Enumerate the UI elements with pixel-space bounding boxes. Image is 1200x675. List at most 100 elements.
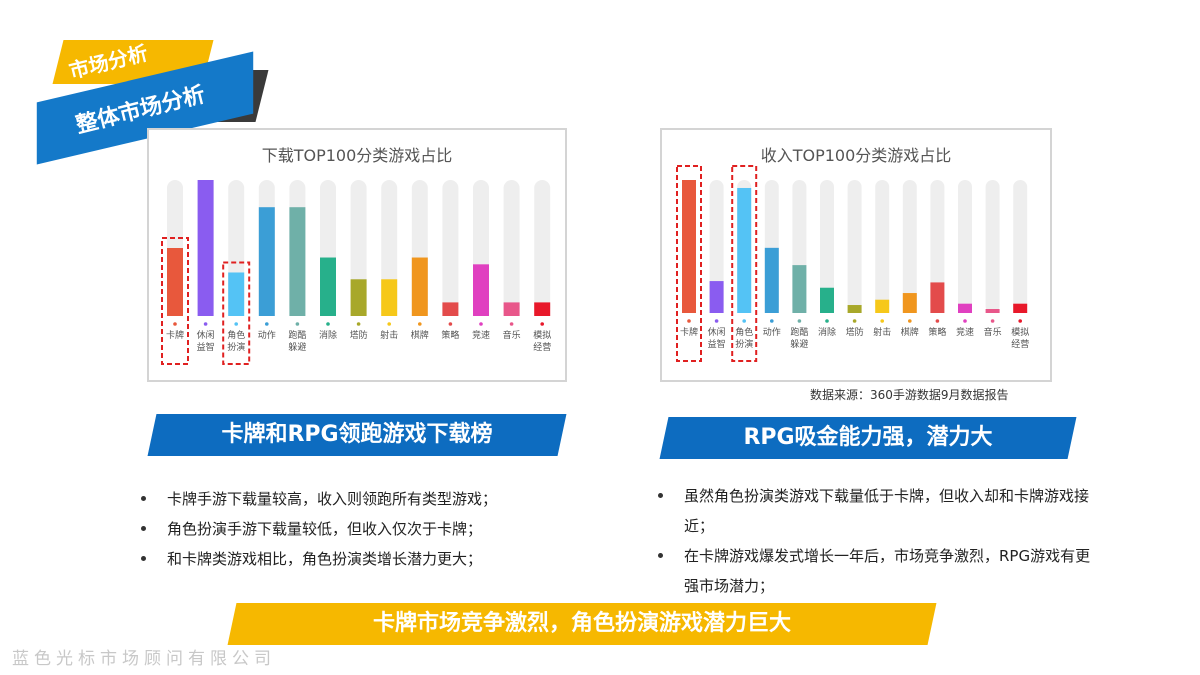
- bar-消除: [820, 287, 834, 313]
- legend-dot: [326, 322, 330, 326]
- bar-消除: [320, 257, 336, 316]
- bar-track: [902, 180, 917, 313]
- highlight-box: [222, 261, 251, 365]
- tick-label: 跑酷: [790, 326, 808, 338]
- bar-track: [534, 180, 551, 316]
- tick-label: 休闲: [708, 326, 726, 338]
- bar-射击: [381, 279, 398, 316]
- bar-棋牌: [411, 257, 428, 316]
- bar-射击: [875, 299, 890, 313]
- left-bullet-list: 卡牌手游下载量较高，收入则领跑所有类型游戏； 角色扮演手游下载量较低，但收入仅次…: [135, 484, 595, 574]
- tick-label: 音乐: [984, 326, 1002, 338]
- tick-label: 角色: [735, 326, 753, 338]
- bar-track: [930, 180, 945, 313]
- bar-动作: [258, 207, 275, 316]
- legend-dot: [990, 319, 995, 323]
- legend-dot: [825, 319, 829, 323]
- legend-dot: [173, 322, 177, 326]
- legend-dot: [448, 322, 453, 326]
- bar-模拟经营: [534, 302, 551, 316]
- bar-track: [875, 180, 890, 313]
- bar-塔防: [350, 279, 367, 316]
- tick-label: 策略: [441, 329, 459, 341]
- legend-dot: [265, 322, 269, 326]
- bar-track: [709, 180, 724, 313]
- tick-label: 动作: [258, 329, 276, 341]
- bar-track: [820, 180, 834, 313]
- bar-动作: [764, 247, 779, 313]
- bar-跑酷躲避: [792, 265, 807, 313]
- legend-dot: [418, 322, 422, 326]
- tick-label: 音乐: [503, 329, 521, 341]
- tick-label: 策略: [928, 326, 946, 338]
- tick-label: 模拟: [1011, 326, 1029, 338]
- tick-label: 经营: [533, 341, 551, 353]
- tick-label: 消除: [319, 329, 337, 341]
- bar-跑酷躲避: [289, 207, 306, 316]
- list-item: 和卡牌类游戏相比，角色扮演类增长潜力更大；: [135, 544, 595, 574]
- bar-竞速: [958, 303, 972, 313]
- legend-dot: [714, 319, 719, 323]
- revenue-chart: 收入TOP100分类游戏占比 卡牌 休闲 益智 角色 扮演 动作 跑酷 躲避 消除 塔防 射击 棋牌策…: [660, 128, 1052, 382]
- bar-棋牌: [902, 293, 917, 313]
- tick-label: 躲避: [790, 338, 808, 350]
- tick-label: 棋牌: [411, 329, 429, 341]
- tick-label: 棋牌: [901, 326, 919, 338]
- tick-label: 扮演: [735, 338, 753, 350]
- bar-卡牌: [167, 248, 183, 316]
- bar-模拟经营: [1013, 303, 1028, 313]
- legend-dot: [356, 322, 361, 326]
- legend-dot: [770, 319, 774, 323]
- conclusion-text: 卡牌市场竞争激烈，角色扮演游戏潜力巨大: [372, 611, 791, 636]
- download-chart: 下载TOP100分类游戏占比 卡牌 休闲 益智 角色 扮演 动作 跑酷 躲避 消除 塔防 射击 棋牌策…: [147, 128, 567, 382]
- legend-dot: [687, 319, 691, 323]
- bar-音乐: [985, 309, 1000, 313]
- bar-track: [958, 180, 972, 313]
- bar-track: [1013, 180, 1028, 313]
- bar-音乐: [503, 302, 520, 316]
- legend-dot: [387, 322, 391, 326]
- bar-track: [847, 180, 862, 313]
- tick-label: 经营: [1011, 338, 1029, 350]
- list-item: 角色扮演手游下载量较低，但收入仅次于卡牌；: [135, 514, 595, 544]
- highlight-box: [161, 237, 189, 365]
- tick-label: 卡牌: [166, 329, 184, 341]
- legend-dot: [540, 322, 544, 326]
- right-heading: RPG吸金能力强，潜力大: [743, 425, 993, 450]
- bar-卡牌: [682, 180, 696, 313]
- list-item: 卡牌手游下载量较高，收入则领跑所有类型游戏；: [135, 484, 595, 514]
- company-footer: 蓝色光标市场顾问有限公司: [12, 649, 276, 669]
- bar-竞速: [473, 264, 489, 316]
- legend-dot: [295, 322, 300, 326]
- tick-label: 塔防: [846, 326, 864, 338]
- legend-dot: [797, 319, 802, 323]
- tick-label: 射击: [873, 326, 891, 338]
- tick-label: 扮演: [227, 341, 245, 353]
- tick-label: 射击: [380, 329, 398, 341]
- list-item: 虽然角色扮演类游戏下载量低于卡牌，但收入却和卡牌游戏接近；: [652, 481, 1098, 541]
- source-note: 数据来源：360手游数据9月数据报告: [810, 388, 1009, 402]
- legend-dot: [852, 319, 857, 323]
- legend-dot: [479, 322, 483, 326]
- chart-title: 收入TOP100分类游戏占比: [760, 146, 952, 165]
- tick-label: 休闲: [197, 329, 215, 341]
- tick-label: 躲避: [288, 341, 306, 353]
- tick-label: 塔防: [350, 329, 368, 341]
- legend-dot: [234, 322, 238, 326]
- bar-策略: [930, 282, 945, 313]
- bar-休闲益智: [709, 281, 724, 313]
- chart-title: 下载TOP100分类游戏占比: [261, 146, 453, 165]
- tick-label: 跑酷: [288, 329, 306, 341]
- tick-label: 消除: [818, 326, 836, 338]
- tick-label: 动作: [763, 326, 781, 338]
- legend-dot: [963, 319, 967, 323]
- legend-dot: [935, 319, 940, 323]
- legend-dot: [908, 319, 912, 323]
- left-heading: 卡牌和RPG领跑游戏下载榜: [221, 422, 493, 447]
- legend-dot: [742, 319, 746, 323]
- right-bullet-list: 虽然角色扮演类游戏下载量低于卡牌，但收入却和卡牌游戏接近； 在卡牌游戏爆发式增长…: [652, 481, 1098, 601]
- highlight-box: [676, 165, 702, 362]
- legend-dot: [203, 322, 208, 326]
